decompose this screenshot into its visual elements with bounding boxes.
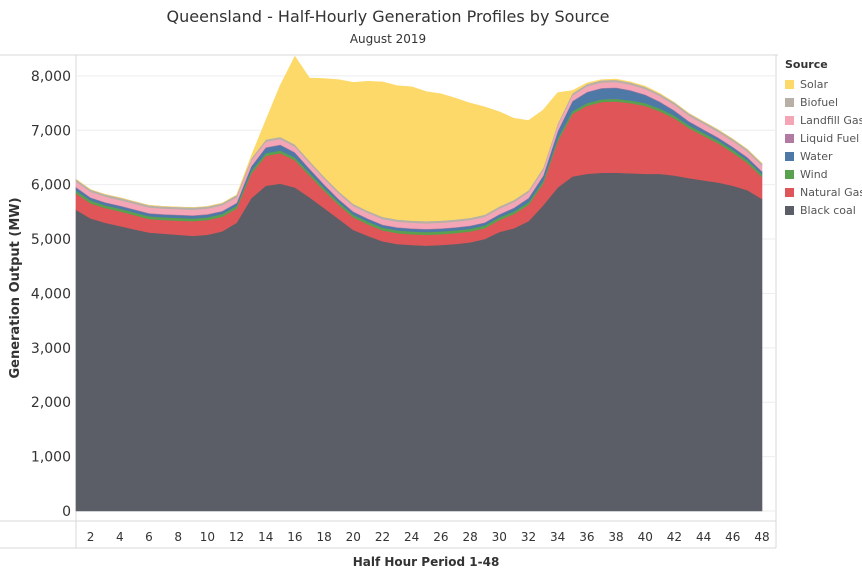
x-tick-label: 4 [116, 530, 124, 544]
x-tick-label: 10 [200, 530, 215, 544]
x-tick-label: 20 [346, 530, 361, 544]
legend-label: Solar [800, 77, 829, 91]
x-tick-label: 16 [287, 530, 302, 544]
chart-title: Queensland - Half-Hourly Generation Prof… [166, 7, 610, 26]
legend-swatch [785, 151, 794, 161]
x-tick-labels: 2 4 6 8 10 12 14 16 18 20 22 24 26 28 30 32 34 36 38 40 42 44… [87, 530, 770, 544]
y-tick-label: 4,000 [31, 286, 71, 302]
x-tick-label: 46 [725, 530, 740, 544]
x-tick-label: 30 [492, 530, 507, 544]
x-tick-label: 6 [145, 530, 153, 544]
legend: Source Solar Biofuel Landfill Gas Liquid Fu… [785, 58, 862, 219]
legend-item-landfill-gas[interactable]: Landfill Gas [785, 111, 862, 129]
legend-item-biofuel[interactable]: Biofuel [785, 93, 862, 111]
legend-label: Landfill Gas [800, 113, 862, 127]
x-axis-label: Half Hour Period 1-48 [353, 555, 500, 569]
legend-label: Biofuel [800, 95, 839, 109]
legend-label: Natural Gas [800, 185, 862, 199]
legend-swatch [785, 133, 794, 143]
x-tick-label: 26 [433, 530, 448, 544]
legend-label: Liquid Fuel [800, 131, 860, 145]
y-tick-labels: 0 1,000 2,000 3,000 4,000 5,000 6,000 7,000 8,00… [31, 69, 71, 520]
legend-item-wind[interactable]: Wind [785, 165, 862, 183]
legend-items: Solar Biofuel Landfill Gas Liquid Fuel Water… [785, 75, 862, 219]
x-tick-label: 40 [638, 530, 653, 544]
x-tick-label: 24 [404, 530, 419, 544]
legend-item-water[interactable]: Water [785, 147, 862, 165]
y-tick-label: 3,000 [31, 341, 71, 357]
legend-title: Source [785, 58, 828, 71]
area-solar[interactable] [75, 55, 763, 222]
x-tick-label: 8 [174, 530, 182, 544]
legend-swatch [785, 187, 794, 197]
legend-swatch [785, 97, 794, 107]
legend-label: Black coal [800, 203, 856, 217]
legend-item-liquid-fuel[interactable]: Liquid Fuel [785, 129, 862, 147]
x-tick-label: 38 [608, 530, 623, 544]
y-tick-label: 2,000 [31, 395, 71, 411]
x-tick-label: 14 [258, 530, 273, 544]
legend-label: Wind [800, 167, 828, 181]
x-tick-label: 42 [667, 530, 682, 544]
legend-swatch [785, 79, 794, 89]
legend-swatch [785, 169, 794, 179]
y-tick-label: 8,000 [31, 69, 71, 85]
chart-subtitle: August 2019 [349, 32, 427, 46]
y-tick-label: 5,000 [31, 232, 71, 248]
y-tick-label: 6,000 [31, 178, 71, 194]
legend-label: Water [800, 149, 833, 163]
y-axis-label: Generation Output (MW) [8, 197, 23, 378]
x-tick-label: 36 [579, 530, 594, 544]
y-tick-label: 1,000 [31, 450, 71, 466]
legend-item-natural-gas[interactable]: Natural Gas [785, 183, 862, 201]
x-tick-label: 32 [521, 530, 536, 544]
x-tick-label: 18 [316, 530, 331, 544]
legend-item-solar[interactable]: Solar [785, 75, 862, 93]
x-tick-label: 44 [696, 530, 711, 544]
legend-item-black-coal[interactable]: Black coal [785, 201, 862, 219]
x-tick-label: 28 [462, 530, 477, 544]
x-tick-label: 2 [87, 530, 95, 544]
x-tick-label: 22 [375, 530, 390, 544]
stacked-areas [75, 55, 763, 512]
x-tick-label: 34 [550, 530, 565, 544]
x-tick-label: 48 [754, 530, 769, 544]
legend-swatch [785, 115, 794, 125]
x-tick-label: 12 [229, 530, 244, 544]
legend-swatch [785, 205, 794, 215]
y-tick-label: 0 [62, 504, 71, 520]
y-tick-label: 7,000 [31, 123, 71, 139]
